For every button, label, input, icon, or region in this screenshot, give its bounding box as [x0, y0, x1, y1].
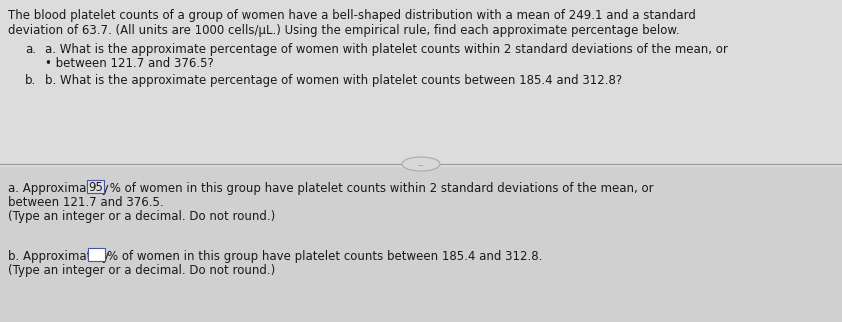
Text: • between 121.7 and 376.5?: • between 121.7 and 376.5? [45, 57, 214, 70]
Text: % of women in this group have platelet counts between 185.4 and 312.8.: % of women in this group have platelet c… [107, 250, 542, 263]
Text: b. Approximately: b. Approximately [8, 250, 113, 263]
Text: The blood platelet counts of a group of women have a bell-shaped distribution wi: The blood platelet counts of a group of … [8, 9, 695, 22]
FancyBboxPatch shape [88, 248, 105, 261]
FancyBboxPatch shape [88, 180, 104, 193]
Ellipse shape [402, 157, 440, 171]
Bar [0, 167, 842, 322]
Text: % of women in this group have platelet counts within 2 standard deviations of th: % of women in this group have platelet c… [106, 182, 654, 195]
Text: a.: a. [25, 43, 36, 56]
Text: a. Approximately: a. Approximately [8, 182, 113, 195]
Bar [0, 0, 842, 167]
Text: ...: ... [418, 161, 424, 167]
Text: b.: b. [25, 74, 36, 87]
Text: b. What is the approximate percentage of women with platelet counts between 185.: b. What is the approximate percentage of… [45, 74, 622, 87]
Text: (Type an integer or a decimal. Do not round.): (Type an integer or a decimal. Do not ro… [8, 210, 275, 223]
Text: deviation of 63.7. (All units are 1000 cells/μL.) Using the empirical rule, find: deviation of 63.7. (All units are 1000 c… [8, 24, 679, 37]
Text: between 121.7 and 376.5.: between 121.7 and 376.5. [8, 196, 163, 209]
Text: a. What is the approximate percentage of women with platelet counts within 2 sta: a. What is the approximate percentage of… [45, 43, 727, 56]
Text: 95: 95 [88, 181, 104, 194]
Text: (Type an integer or a decimal. Do not round.): (Type an integer or a decimal. Do not ro… [8, 264, 275, 277]
